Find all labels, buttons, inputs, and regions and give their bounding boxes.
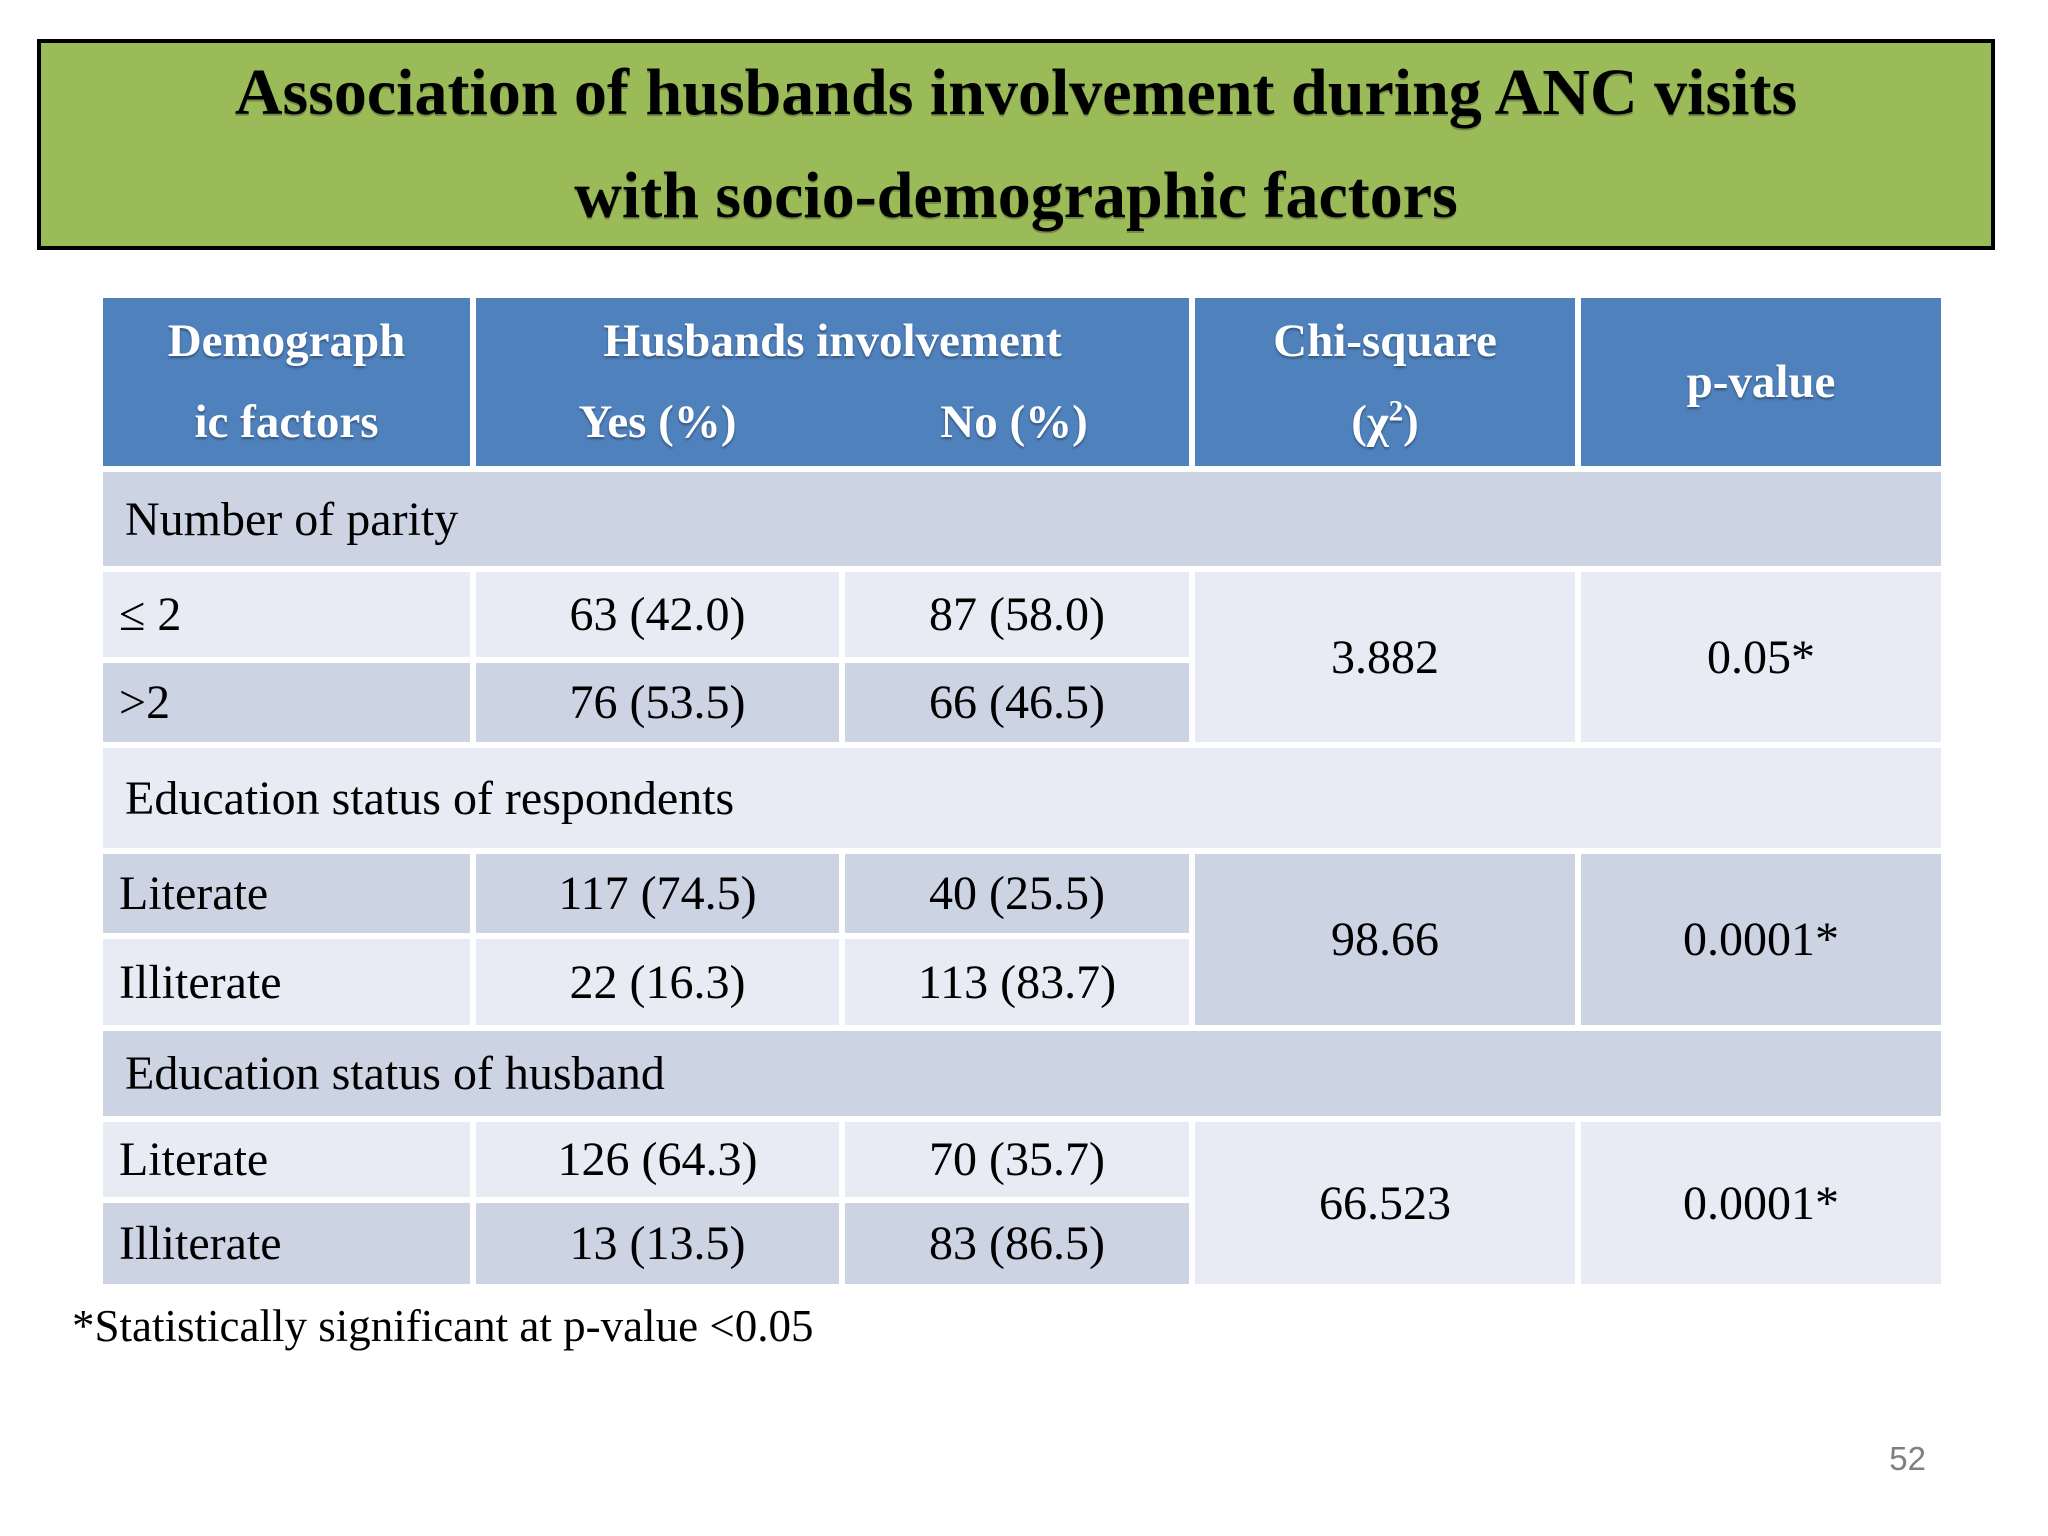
factor-cell: Literate — [103, 1122, 470, 1197]
column-header-p-value: p-value — [1581, 298, 1941, 466]
significance-footnote: *Statistically significant at p-value <0… — [72, 1301, 814, 1351]
column-header-husbands-involvement: Husbands involvement Yes (%) No (%) — [476, 298, 1189, 466]
section-header-education-respondents: Education status of respondents — [103, 748, 1941, 848]
yes-cell: 117 (74.5) — [476, 854, 839, 933]
chi-open: (χ — [1351, 396, 1389, 448]
column-header-no: No (%) — [940, 396, 1088, 448]
factor-cell: ≤ 2 — [103, 572, 470, 657]
chi-symbol-line: (χ2) — [1351, 382, 1419, 463]
header-line: Demograph — [167, 315, 406, 368]
slide-title-line-2: with socio-demographic factors — [574, 158, 1458, 232]
chi-square-cell: 3.882 — [1195, 572, 1575, 742]
yes-cell: 13 (13.5) — [476, 1203, 839, 1284]
factor-cell: Illiterate — [103, 939, 470, 1025]
yes-cell: 76 (53.5) — [476, 663, 839, 742]
no-cell: 87 (58.0) — [845, 572, 1189, 657]
title-box: Association of husbands involvement duri… — [37, 39, 1995, 250]
header-line: Chi-square — [1273, 315, 1497, 368]
yes-cell: 63 (42.0) — [476, 572, 839, 657]
column-header-chi-square: Chi-square (χ2) — [1195, 298, 1575, 466]
factor-cell: Illiterate — [103, 1203, 470, 1284]
section-header-education-husband: Education status of husband — [103, 1031, 1941, 1116]
association-table: Demograph ic factors Husbands involvemen… — [103, 298, 1941, 1284]
p-value-cell: 0.05* — [1581, 572, 1941, 742]
column-header-yes: Yes (%) — [578, 396, 737, 448]
page-number: 52 — [1889, 1440, 1926, 1477]
no-cell: 83 (86.5) — [845, 1203, 1189, 1284]
header-line: Husbands involvement — [603, 315, 1062, 368]
no-cell: 113 (83.7) — [845, 939, 1189, 1025]
chi-close: ) — [1403, 396, 1419, 448]
no-cell: 40 (25.5) — [845, 854, 1189, 933]
slide-title-line-1: Association of husbands involvement duri… — [234, 56, 1798, 130]
yes-cell: 22 (16.3) — [476, 939, 839, 1025]
p-value-cell: 0.0001* — [1581, 854, 1941, 1025]
no-cell: 66 (46.5) — [845, 663, 1189, 742]
p-value-cell: 0.0001* — [1581, 1122, 1941, 1284]
chi-exponent: 2 — [1388, 395, 1404, 428]
header-line: p-value — [1686, 355, 1836, 408]
header-line: ic factors — [194, 396, 379, 448]
column-header-demographic-factors: Demograph ic factors — [103, 298, 470, 466]
chi-square-cell: 66.523 — [1195, 1122, 1575, 1284]
chi-square-cell: 98.66 — [1195, 854, 1575, 1025]
yes-no-subheader: Yes (%) No (%) — [476, 382, 1189, 463]
section-header-number-of-parity: Number of parity — [103, 472, 1941, 566]
no-cell: 70 (35.7) — [845, 1122, 1189, 1197]
factor-cell: >2 — [103, 663, 470, 742]
yes-cell: 126 (64.3) — [476, 1122, 839, 1197]
factor-cell: Literate — [103, 854, 470, 933]
